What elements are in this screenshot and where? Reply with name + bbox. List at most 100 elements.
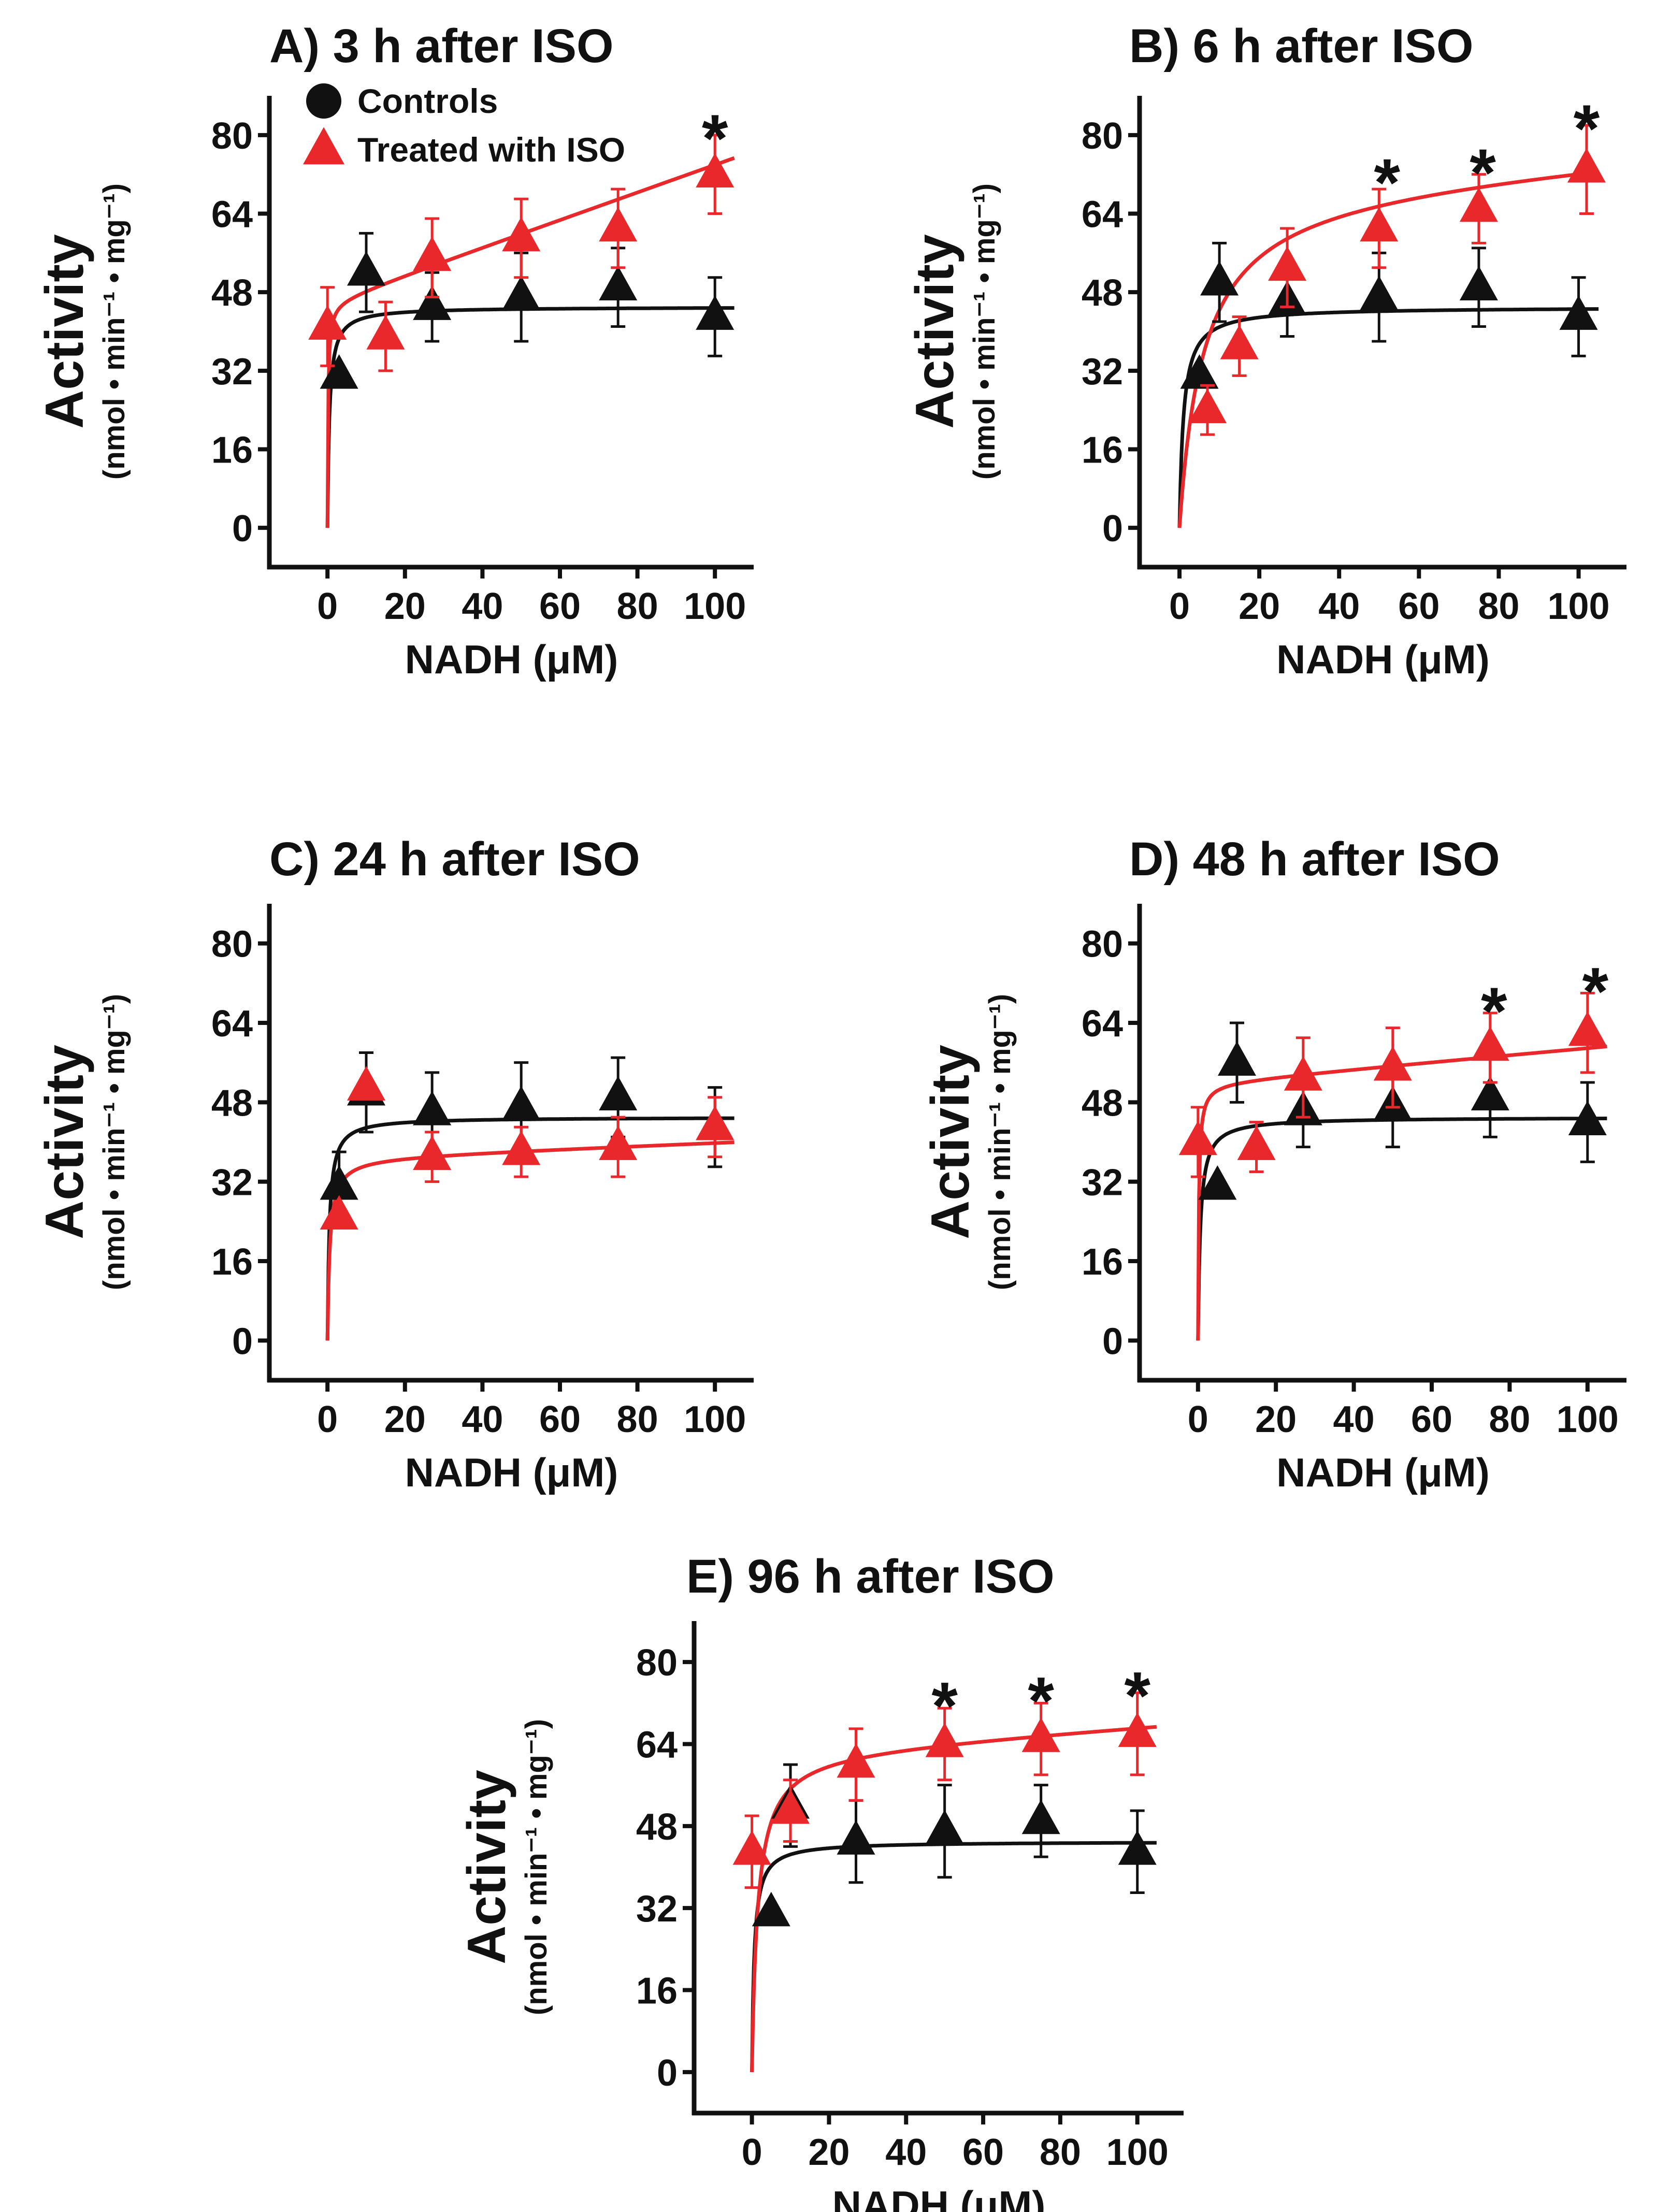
iso-point: [347, 1066, 385, 1101]
iso-point: [837, 1743, 875, 1778]
y-tick-label: 48: [211, 1082, 253, 1124]
controls-point: [413, 1091, 452, 1125]
x-tick-label: 40: [462, 586, 503, 627]
x-tick-label: 0: [1188, 1399, 1208, 1440]
legend-iso-marker: [303, 127, 344, 165]
y-tick-label: 0: [232, 1321, 253, 1362]
iso-point: [366, 315, 405, 350]
x-tick-label: 0: [317, 1399, 338, 1440]
x-tick-label: 60: [962, 2132, 1004, 2173]
y-axis-label: Activity: [35, 234, 95, 429]
y-tick-label: 48: [636, 1806, 678, 1848]
controls-point: [1118, 1830, 1157, 1865]
significance-star: *: [1574, 91, 1600, 166]
x-tick-label: 40: [1333, 1399, 1375, 1440]
significance-star: *: [931, 1668, 958, 1744]
iso-point: [599, 1125, 638, 1160]
iso-fit-line: [1196, 1045, 1607, 1341]
controls-point: [502, 1086, 541, 1121]
iso-point: [1188, 388, 1227, 423]
significance-star: *: [1470, 135, 1496, 210]
controls-point: [696, 295, 735, 330]
panel-title: D) 48 h after ISO: [1129, 833, 1500, 886]
iso-point: [413, 1135, 452, 1170]
iso-fit-line: [325, 1140, 735, 1341]
iso-point: [1220, 325, 1259, 359]
iso-point: [1360, 207, 1399, 242]
legend-controls-marker: [306, 83, 341, 119]
controls-point: [599, 1076, 638, 1111]
y-tick-label: 0: [1102, 1321, 1123, 1362]
x-tick-label: 100: [684, 1399, 746, 1440]
y-axis-label: Activity: [905, 234, 965, 429]
x-tick-label: 20: [384, 1399, 426, 1440]
x-tick-label: 100: [1547, 586, 1609, 627]
iso-fit-line: [750, 1725, 1157, 2072]
controls-point: [1180, 354, 1219, 389]
y-tick-label: 16: [211, 1241, 253, 1283]
x-tick-label: 0: [317, 586, 338, 627]
x-tick-label: 20: [384, 586, 426, 627]
y-axis-unit-label: (nmol • min⁻¹ • mg⁻¹): [968, 183, 1001, 480]
y-tick-label: 64: [211, 194, 253, 236]
y-tick-label: 80: [211, 115, 253, 157]
significance-star: *: [702, 100, 728, 176]
iso-point: [599, 207, 638, 242]
y-tick-label: 16: [1082, 1241, 1123, 1283]
panel-3: D) 48 h after ISO 0 16 32 48 64 80 0 20 40 60 80 100…: [920, 833, 1626, 1495]
y-tick-label: 64: [1082, 1003, 1123, 1045]
iso-point: [1568, 1011, 1607, 1046]
panel-title: C) 24 h after ISO: [269, 833, 640, 886]
controls-point: [1360, 276, 1399, 310]
y-tick-label: 0: [1102, 508, 1123, 550]
iso-point: [1471, 1026, 1509, 1061]
iso-point: [1237, 1125, 1276, 1160]
y-tick-label: 32: [636, 1888, 678, 1930]
x-tick-label: 40: [1318, 586, 1360, 627]
controls-point: [502, 276, 541, 310]
iso-point: [1459, 187, 1498, 222]
x-tick-label: 80: [617, 1399, 658, 1440]
x-tick-label: 20: [808, 2132, 849, 2173]
controls-point: [1568, 1101, 1607, 1135]
x-axis-label: NADH (μM): [1276, 1450, 1490, 1495]
y-axis-unit-label: (nmol • min⁻¹ • mg⁻¹): [97, 994, 131, 1290]
y-tick-label: 16: [636, 1971, 678, 2012]
y-axis-unit-label: (nmol • min⁻¹ • mg⁻¹): [520, 1719, 553, 2015]
x-axis-label: NADH (μM): [1276, 637, 1490, 682]
controls-point: [413, 285, 452, 320]
y-tick-label: 0: [657, 2052, 678, 2094]
y-axis-label: Activity: [920, 1045, 981, 1239]
x-tick-label: 60: [1398, 586, 1439, 627]
iso-point: [502, 216, 541, 252]
iso-point: [1373, 1046, 1412, 1081]
y-tick-label: 32: [1082, 1162, 1123, 1204]
controls-point: [1559, 295, 1598, 330]
iso-point: [1284, 1056, 1322, 1091]
iso-point: [771, 1789, 810, 1824]
y-tick-label: 16: [211, 430, 253, 471]
x-tick-label: 80: [617, 586, 658, 627]
x-tick-label: 100: [1557, 1399, 1619, 1440]
legend-iso-label: Treated with ISO: [357, 131, 625, 169]
panel-title: A) 3 h after ISO: [269, 20, 614, 73]
x-tick-label: 20: [1239, 586, 1280, 627]
x-tick-label: 100: [1106, 2132, 1169, 2173]
x-axis-label: NADH (μM): [405, 1450, 618, 1495]
iso-point: [696, 1105, 735, 1140]
y-tick-label: 32: [1082, 351, 1123, 393]
x-tick-label: 0: [742, 2132, 762, 2173]
y-axis-label: Activity: [457, 1770, 517, 1964]
legend: Controls Treated with ISO: [303, 82, 625, 169]
controls-point: [320, 1165, 358, 1200]
controls-point: [1471, 1076, 1509, 1111]
y-tick-label: 32: [211, 1162, 253, 1204]
controls-point: [1200, 261, 1239, 296]
y-tick-label: 80: [1082, 924, 1123, 965]
y-tick-label: 64: [636, 1725, 678, 1766]
iso-point: [925, 1723, 964, 1757]
iso-point: [1567, 148, 1606, 183]
legend-controls-label: Controls: [357, 82, 498, 120]
y-axis-label: Activity: [35, 1045, 95, 1239]
y-tick-label: 64: [211, 1003, 253, 1045]
